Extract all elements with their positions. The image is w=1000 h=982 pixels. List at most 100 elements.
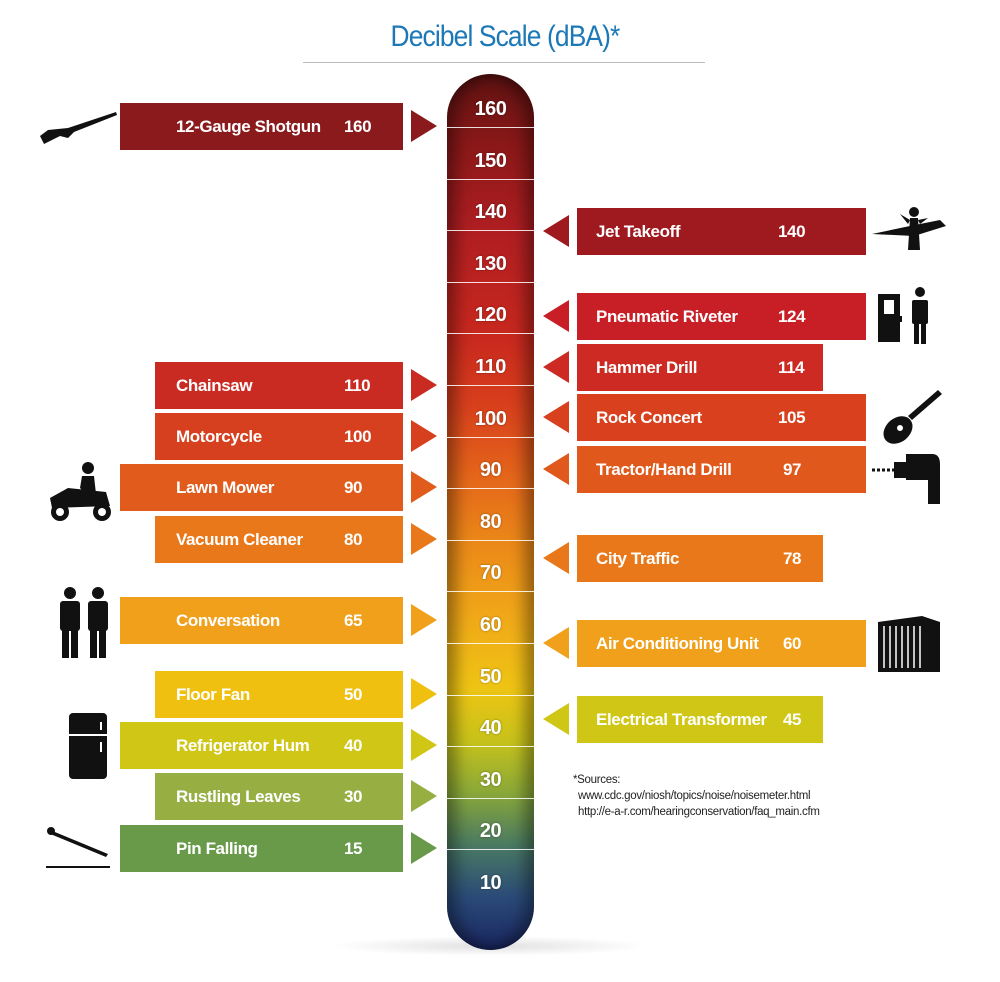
- noise-source-bar: Hammer Drill 114: [577, 344, 823, 391]
- riveter-worker-icon: [878, 287, 928, 344]
- pointer-arrow: [543, 300, 569, 332]
- pointer-arrow: [411, 678, 437, 710]
- noise-source-value: 80: [344, 530, 363, 549]
- scale-tick: 30: [479, 768, 502, 791]
- pointer-arrow: [543, 453, 569, 485]
- noise-source-value: 105: [778, 408, 806, 427]
- scale-tick: 40: [479, 717, 502, 740]
- pointer-arrow: [411, 471, 437, 503]
- noise-source-value: 50: [344, 685, 363, 704]
- scale-divider: [447, 178, 534, 180]
- noise-source-label: Motorcycle: [176, 427, 262, 446]
- scale-divider: [447, 127, 534, 128]
- scale-divider: [447, 694, 534, 696]
- noise-source-value: 160: [344, 117, 372, 136]
- noise-source-bar: Floor Fan 50: [155, 671, 403, 718]
- hand-drill-icon: [872, 454, 940, 504]
- noise-source-label: Chainsaw: [176, 376, 253, 395]
- scale-tick: 140: [474, 201, 507, 224]
- noise-source-label: Hammer Drill: [596, 358, 698, 377]
- scale-tick: 60: [479, 614, 502, 636]
- guitar-icon: [883, 390, 942, 444]
- noise-source-value: 30: [344, 787, 363, 806]
- scale-divider: [447, 436, 534, 438]
- scale-tick: 150: [474, 149, 507, 172]
- scale-tick: 90: [479, 459, 502, 482]
- noise-source-value: 114: [778, 358, 805, 377]
- pointer-arrow: [411, 369, 437, 401]
- scale-divider: [447, 849, 534, 851]
- noise-source-bar: Chainsaw 110: [155, 362, 403, 409]
- shotgun-icon: [40, 112, 117, 144]
- noise-source-label: City Traffic: [596, 549, 680, 568]
- noise-source-label: Refrigerator Hum: [176, 736, 310, 755]
- two-people-icon: [60, 587, 108, 658]
- source-link[interactable]: http://e-a-r.com/hearingconservation/faq…: [578, 806, 820, 818]
- pointer-arrow: [543, 215, 569, 247]
- noise-source-value: 78: [783, 549, 802, 568]
- scale-divider: [447, 281, 534, 283]
- noise-source-label: Tractor/Hand Drill: [596, 460, 732, 479]
- pointer-arrow: [411, 523, 437, 555]
- scale-tick: 10: [479, 872, 502, 894]
- title-divider: [303, 62, 705, 63]
- noise-source-value: 40: [344, 736, 363, 755]
- noise-source-label: Electrical Transformer: [596, 710, 767, 729]
- noise-source-bar: Pneumatic Riveter 124: [577, 293, 866, 340]
- decibel-scale-column: 160 150 140 130 120 110 100 90 80 70 60 50 40 30 20 10: [447, 74, 534, 950]
- pointer-arrow: [543, 627, 569, 659]
- sources-note: *Sources: www.cdc.gov/niosh/topics/noise…: [573, 772, 820, 820]
- scale-divider: [447, 488, 534, 490]
- noise-source-value: 65: [344, 611, 363, 630]
- noise-source-label: Rustling Leaves: [176, 787, 301, 806]
- noise-source-value: 45: [783, 710, 802, 729]
- noise-source-bar: Rustling Leaves 30: [155, 773, 403, 820]
- pointer-arrow: [411, 604, 437, 636]
- scale-tick: 70: [479, 562, 502, 585]
- noise-source-bar: City Traffic 78: [577, 535, 823, 582]
- ac-unit-icon: [878, 616, 940, 672]
- noise-source-label: Rock Concert: [596, 408, 702, 427]
- scale-divider: [447, 230, 534, 232]
- scale-tick: 50: [479, 665, 502, 688]
- noise-source-label: Vacuum Cleaner: [176, 530, 303, 549]
- noise-source-bar: Vacuum Cleaner 80: [155, 516, 403, 563]
- noise-source-value: 90: [344, 478, 363, 497]
- noise-source-value: 110: [344, 376, 371, 395]
- noise-source-bar: Pin Falling 15: [120, 825, 403, 872]
- noise-source-bar: Lawn Mower 90: [120, 464, 403, 511]
- pointer-arrow: [411, 729, 437, 761]
- noise-source-label: Conversation: [176, 611, 280, 630]
- scale-tick: 110: [475, 356, 506, 378]
- pointer-arrow: [411, 420, 437, 452]
- noise-source-label: 12-Gauge Shotgun: [176, 117, 321, 136]
- pointer-arrow: [411, 110, 437, 142]
- noise-source-label: Jet Takeoff: [596, 222, 681, 241]
- scale-tick: 20: [479, 820, 502, 843]
- noise-source-label: Pin Falling: [176, 839, 258, 858]
- pointer-arrow: [543, 703, 569, 735]
- scale-divider: [447, 591, 534, 593]
- scale-tick: 100: [474, 407, 507, 430]
- refrigerator-icon: [69, 713, 107, 779]
- page-title: Decibel Scale (dBA)*: [390, 20, 621, 53]
- noise-source-label: Pneumatic Riveter: [596, 307, 738, 326]
- pointer-arrow: [543, 542, 569, 574]
- source-link[interactable]: www.cdc.gov/niosh/topics/noise/noisemete…: [578, 790, 811, 802]
- pointer-arrow: [543, 401, 569, 433]
- noise-source-value: 100: [344, 427, 372, 446]
- noise-source-bar: Air Conditioning Unit 60: [577, 620, 866, 667]
- noise-source-label: Floor Fan: [176, 685, 250, 704]
- noise-source-bar: Tractor/Hand Drill 97: [577, 446, 866, 493]
- scale-tick: 130: [474, 252, 507, 275]
- noise-source-bar: Refrigerator Hum 40: [120, 722, 403, 769]
- pin-icon: [46, 827, 110, 868]
- scale-tick: 80: [479, 510, 502, 533]
- sources-heading: *Sources:: [573, 774, 621, 786]
- pointer-arrow: [543, 351, 569, 383]
- scale-tick: 120: [474, 304, 507, 327]
- noise-source-value: 15: [344, 839, 363, 858]
- noise-source-value: 124: [778, 307, 806, 326]
- scale-divider: [447, 333, 534, 335]
- scale-divider: [447, 539, 534, 541]
